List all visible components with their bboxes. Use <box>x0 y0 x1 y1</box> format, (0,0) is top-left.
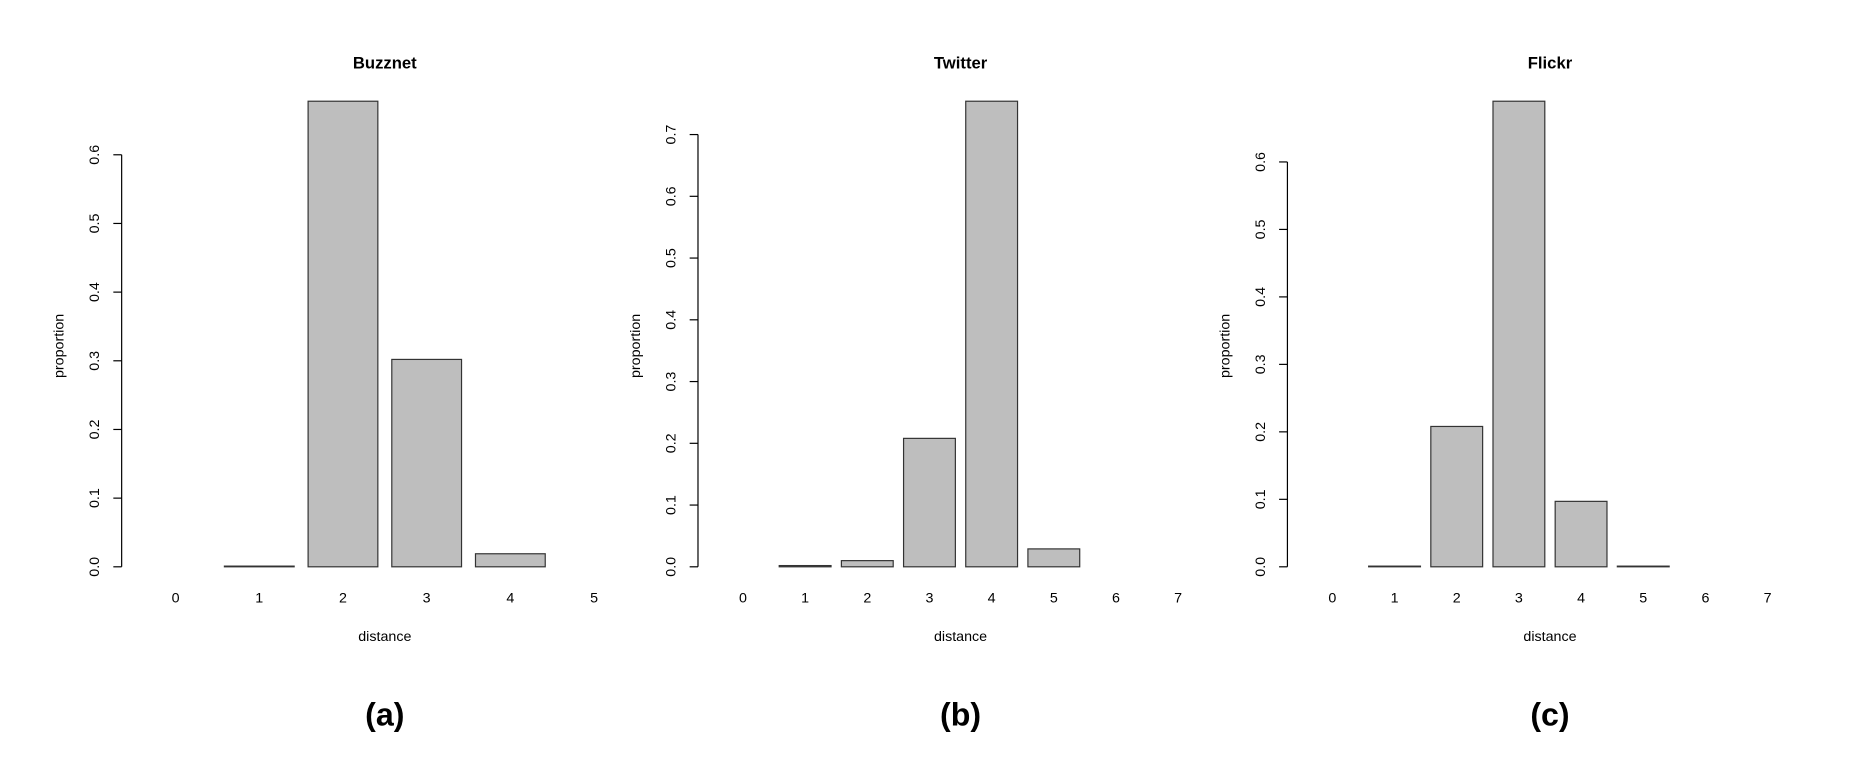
chart-title: Twitter <box>934 54 988 73</box>
y-axis-label: proportion <box>1217 314 1233 378</box>
y-tick-label: 0.5 <box>1253 219 1269 239</box>
x-tick-label: 3 <box>423 591 431 607</box>
y-axis-label: proportion <box>52 314 68 378</box>
chart-title: Buzznet <box>353 54 417 73</box>
x-tick-label: 5 <box>1639 591 1647 607</box>
y-tick-label: 0.1 <box>87 488 103 508</box>
bar <box>474 553 546 568</box>
x-tick-label: 0 <box>172 591 180 607</box>
y-tick-label: 0.4 <box>664 310 680 330</box>
x-tick-label: 7 <box>1764 591 1772 607</box>
caption: (a) <box>365 696 404 732</box>
y-tick-label: 0.6 <box>87 145 103 165</box>
bar <box>840 560 894 568</box>
y-tick-label: 0.0 <box>664 557 680 577</box>
y-tick-label: 0.4 <box>1253 287 1269 307</box>
x-tick-label: 6 <box>1112 591 1120 607</box>
bar <box>1027 548 1081 568</box>
x-tick-label: 4 <box>1577 591 1585 607</box>
chart-title: Flickr <box>1528 54 1573 73</box>
bar <box>1492 100 1546 568</box>
y-tick-label: 0.3 <box>87 351 103 371</box>
y-tick-label: 0.2 <box>664 433 680 453</box>
y-tick-label: 0.1 <box>1253 489 1269 509</box>
x-tick-label: 3 <box>1515 591 1523 607</box>
x-tick-label: 1 <box>255 591 263 607</box>
x-tick-label: 5 <box>1050 591 1058 607</box>
x-axis-label: distance <box>934 629 987 645</box>
bar <box>778 564 832 568</box>
x-tick-label: 5 <box>590 591 598 607</box>
y-axis-label: proportion <box>628 314 644 378</box>
y-tick-label: 0.0 <box>1253 557 1269 577</box>
y-tick-label: 0.0 <box>87 557 103 577</box>
bar <box>1554 500 1608 568</box>
x-tick-label: 1 <box>801 591 809 607</box>
bar <box>965 100 1019 568</box>
bar <box>391 358 463 568</box>
y-tick-label: 0.6 <box>1253 152 1269 172</box>
bar <box>1368 565 1422 568</box>
x-tick-label: 2 <box>1453 591 1461 607</box>
x-tick-label: 0 <box>1328 591 1336 607</box>
bar <box>902 437 956 568</box>
y-tick-label: 0.7 <box>664 125 680 145</box>
caption: (b) <box>940 696 981 732</box>
y-tick-label: 0.5 <box>87 213 103 233</box>
y-tick-label: 0.3 <box>1253 354 1269 374</box>
caption: (c) <box>1530 696 1569 732</box>
x-tick-label: 4 <box>988 591 996 607</box>
bar <box>223 565 295 568</box>
x-tick-label: 1 <box>1391 591 1399 607</box>
x-tick-label: 6 <box>1701 591 1709 607</box>
y-tick-label: 0.6 <box>664 186 680 206</box>
x-tick-label: 3 <box>926 591 934 607</box>
y-tick-label: 0.1 <box>664 495 680 515</box>
bar <box>1430 425 1484 568</box>
x-tick-label: 0 <box>739 591 747 607</box>
y-tick-label: 0.2 <box>1253 422 1269 442</box>
x-tick-label: 2 <box>339 591 347 607</box>
y-tick-label: 0.5 <box>664 248 680 268</box>
y-tick-label: 0.3 <box>664 372 680 392</box>
x-axis-label: distance <box>358 629 411 645</box>
x-axis-label: distance <box>1523 629 1576 645</box>
x-tick-label: 4 <box>506 591 514 607</box>
x-tick-label: 2 <box>863 591 871 607</box>
x-tick-label: 7 <box>1174 591 1182 607</box>
y-tick-label: 0.2 <box>87 419 103 439</box>
bar <box>1616 565 1670 568</box>
bar <box>307 100 379 568</box>
y-tick-label: 0.4 <box>87 282 103 302</box>
